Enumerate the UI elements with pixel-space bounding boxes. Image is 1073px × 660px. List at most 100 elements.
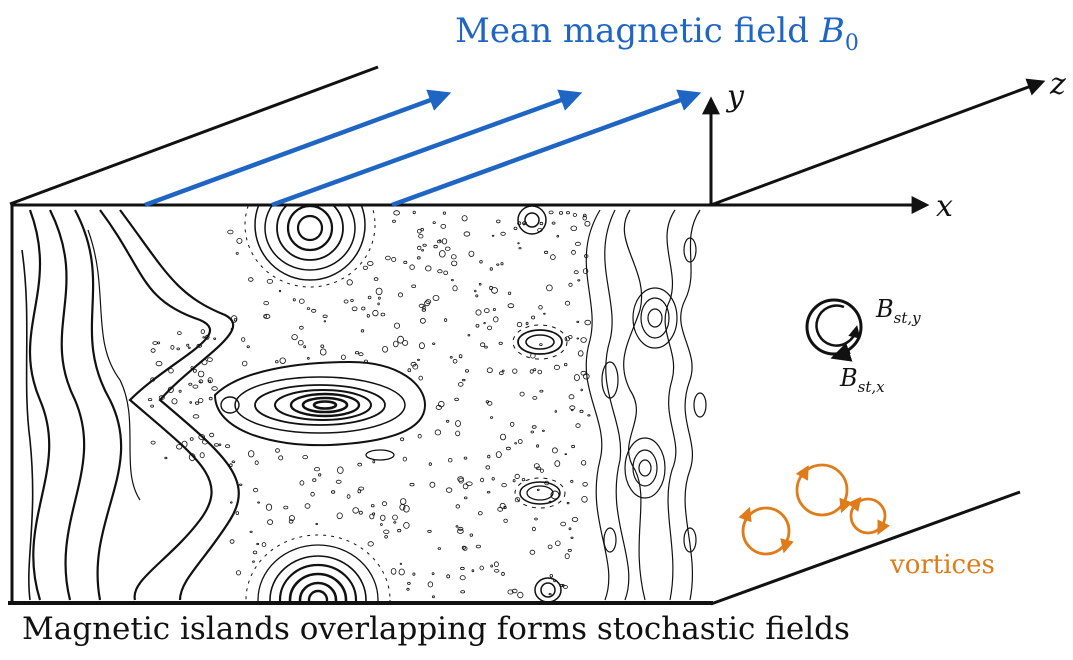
stochastic-point <box>580 388 583 392</box>
stochastic-point <box>176 444 183 450</box>
stochastic-point <box>283 505 289 510</box>
stochastic-point <box>581 495 588 503</box>
stochastic-point <box>257 501 261 504</box>
stochastic-point <box>418 375 423 381</box>
stochastic-point <box>407 581 411 585</box>
stochastic-point <box>213 337 217 340</box>
stochastic-point <box>489 416 493 419</box>
stochastic-point <box>291 334 298 341</box>
stochastic-point <box>536 444 540 448</box>
stochastic-point <box>403 522 410 529</box>
stochastic-point <box>530 352 536 359</box>
diagram-title: Mean magnetic field B0 <box>455 14 859 55</box>
left-field-lines <box>21 209 240 601</box>
stochastic-point <box>425 265 432 272</box>
stochastic-point <box>306 307 311 310</box>
stochastic-point <box>236 237 243 244</box>
stochastic-point <box>158 395 165 400</box>
stochastic-point <box>380 523 383 526</box>
stochastic-point <box>233 318 237 322</box>
stochastic-point <box>444 246 451 251</box>
stochastic-point <box>521 477 526 482</box>
stochastic-point <box>573 270 579 275</box>
stochastic-point <box>315 522 319 526</box>
stochastic-point <box>400 437 405 442</box>
stochastic-point <box>441 238 448 245</box>
stochastic-point <box>351 306 358 312</box>
stochastic-point <box>457 528 464 534</box>
stochastic-point <box>434 429 442 436</box>
stochastic-point <box>150 348 156 353</box>
stochastic-point <box>479 565 484 571</box>
stochastic-point <box>461 378 466 382</box>
stochastic-point <box>176 347 180 351</box>
stochastic-point <box>449 355 453 359</box>
stochastic-point <box>514 442 517 445</box>
stochastic-point <box>539 343 543 347</box>
stochastic-point <box>278 289 282 293</box>
stochastic-point <box>477 511 483 516</box>
stochastic-point <box>192 384 199 389</box>
stochastic-point <box>549 573 553 578</box>
stochastic-point <box>275 360 279 364</box>
stochastic-point <box>230 315 238 323</box>
stochastic-point <box>431 572 435 575</box>
stochastic-point <box>195 401 200 405</box>
stochastic-point <box>471 569 475 573</box>
stochastic-point <box>393 521 397 524</box>
stochastic-point <box>254 460 259 466</box>
stochastic-point <box>576 337 580 340</box>
stochastic-point <box>507 589 514 595</box>
stochastic-point <box>198 434 206 440</box>
stochastic-point <box>569 405 576 410</box>
stochastic-point <box>460 590 466 594</box>
stochastic-point <box>372 460 376 464</box>
stochastic-point <box>503 505 507 510</box>
stochastic-point <box>543 250 549 254</box>
stochastic-point <box>427 529 432 533</box>
stochastic-point <box>235 511 239 515</box>
stochastic-point <box>170 345 175 350</box>
stochastic-point <box>383 529 390 534</box>
stochastic-point <box>479 260 483 264</box>
stochastic-point <box>292 298 296 302</box>
stochastic-point <box>354 351 360 355</box>
stochastic-point <box>582 215 587 221</box>
stochastic-point <box>580 337 587 343</box>
stochastic-point <box>372 309 379 317</box>
stochastic-point <box>429 481 436 488</box>
stochastic-point <box>377 296 381 300</box>
stochastic-point <box>464 369 469 373</box>
stochastic-point <box>584 220 591 227</box>
stochastic-point <box>320 344 325 348</box>
stochastic-point <box>241 360 248 367</box>
stochastic-point <box>463 496 468 500</box>
stochastic-point <box>330 490 336 494</box>
stochastic-point <box>510 421 515 427</box>
stochastic-point <box>209 432 215 438</box>
stochastic-point <box>418 233 424 239</box>
stochastic-point <box>571 517 579 523</box>
stochastic-point <box>571 444 575 449</box>
stochastic-point <box>279 357 286 364</box>
stochastic-point <box>417 433 422 439</box>
stochastic-point <box>155 360 163 367</box>
stochastic-point <box>564 453 568 456</box>
stochastic-point <box>467 334 471 337</box>
stochastic-point <box>201 359 208 366</box>
stochastic-point <box>452 358 458 364</box>
stochastic-point <box>238 483 243 487</box>
stochastic-point <box>455 420 461 427</box>
stochastic-point <box>304 503 311 509</box>
stochastic-point <box>487 454 491 459</box>
stochastic-point <box>582 213 587 218</box>
bst-x-subscript: st,x <box>857 377 885 396</box>
stochastic-point <box>211 386 218 391</box>
stochastic-point <box>445 487 453 493</box>
stochastic-point <box>489 285 494 291</box>
stochastic-point <box>501 482 507 488</box>
stochastic-point <box>381 501 388 507</box>
stochastic-point <box>511 588 518 594</box>
